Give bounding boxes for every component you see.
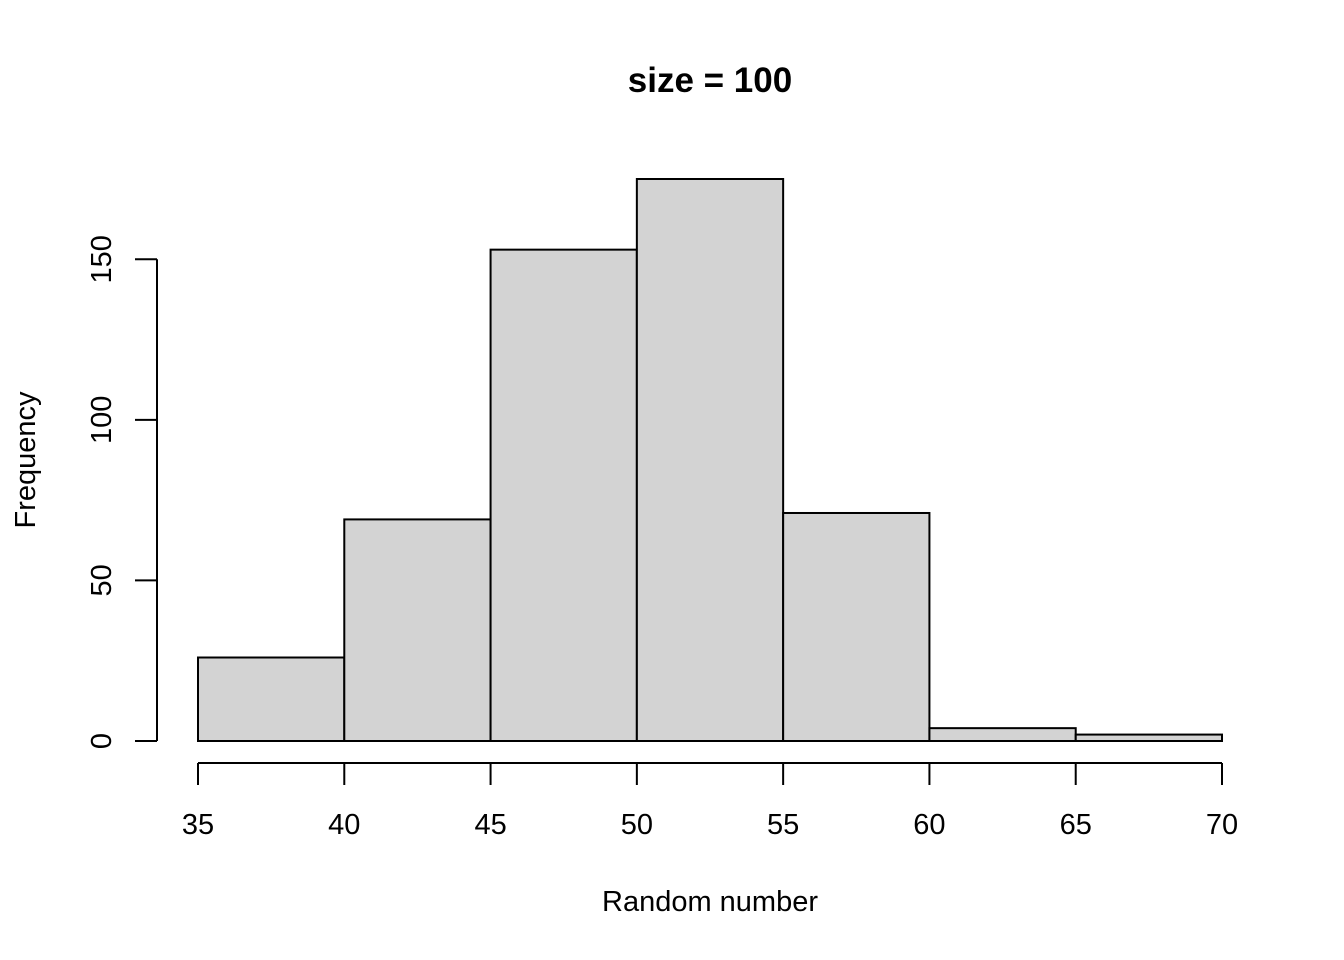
histogram-bar [489, 248, 638, 742]
histogram-bar [343, 518, 492, 743]
x-tick-label: 55 [767, 809, 799, 841]
y-tick-label: 100 [86, 396, 118, 444]
x-tick-label: 50 [621, 809, 653, 841]
x-tick-label: 70 [1206, 809, 1238, 841]
histogram-bar [197, 656, 346, 743]
x-axis-label: Random number [602, 886, 818, 918]
y-tick-label: 0 [86, 733, 118, 749]
bars-group [197, 178, 1223, 743]
chart-title: size = 100 [628, 61, 792, 100]
y-tick-label: 50 [86, 564, 118, 596]
x-tick-label: 65 [1060, 809, 1092, 841]
y-axis: 0 50 100 150 [86, 235, 158, 749]
x-axis: 35 40 45 50 55 60 65 70 [182, 762, 1238, 841]
y-axis-label: Frequency [10, 391, 42, 529]
histogram-bar [1074, 733, 1223, 743]
histogram-bar [928, 727, 1077, 743]
histogram-bar [635, 178, 785, 742]
x-tick-label: 35 [182, 809, 214, 841]
y-tick-label: 150 [86, 235, 118, 283]
x-tick-label: 45 [474, 809, 506, 841]
x-tick-label: 60 [913, 809, 945, 841]
histogram-bar [782, 511, 931, 743]
x-tick-label: 40 [328, 809, 360, 841]
